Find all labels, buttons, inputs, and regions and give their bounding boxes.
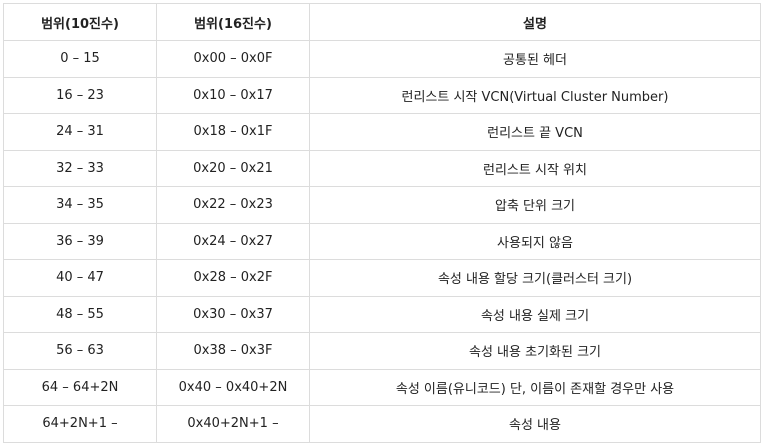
table-body: 0 – 15 0x00 – 0x0F 공통된 헤더 16 – 23 0x10 –…	[3, 40, 761, 443]
cell-range-decimal: 48 – 55	[3, 295, 157, 333]
attribute-table-container: 범위(10진수) 범위(16진수) 설명 0 – 15 0x00 – 0x0F …	[3, 3, 761, 443]
table-row: 64 – 64+2N 0x40 – 0x40+2N 속성 이름(유니코드) 단,…	[3, 368, 761, 406]
table-row: 0 – 15 0x00 – 0x0F 공통된 헤더	[3, 40, 761, 78]
cell-range-decimal: 64 – 64+2N	[3, 368, 157, 406]
header-range-hex: 범위(16진수)	[156, 3, 310, 41]
table-row: 56 – 63 0x38 – 0x3F 속성 내용 초기화된 크기	[3, 332, 761, 370]
cell-description: 런리스트 끝 VCN	[309, 113, 761, 151]
header-description: 설명	[309, 3, 761, 41]
table-row: 48 – 55 0x30 – 0x37 속성 내용 실제 크기	[3, 295, 761, 333]
cell-range-decimal: 56 – 63	[3, 332, 157, 370]
table-row: 16 – 23 0x10 – 0x17 런리스트 시작 VCN(Virtual …	[3, 76, 761, 114]
cell-description: 속성 내용	[309, 405, 761, 443]
cell-range-hex: 0x24 – 0x27	[156, 222, 310, 260]
cell-range-decimal: 16 – 23	[3, 76, 157, 114]
cell-range-hex: 0x28 – 0x2F	[156, 259, 310, 297]
cell-range-decimal: 34 – 35	[3, 186, 157, 224]
cell-range-decimal: 64+2N+1 –	[3, 405, 157, 443]
table-row: 36 – 39 0x24 – 0x27 사용되지 않음	[3, 222, 761, 260]
cell-description: 런리스트 시작 위치	[309, 149, 761, 187]
cell-description: 사용되지 않음	[309, 222, 761, 260]
cell-range-hex: 0x00 – 0x0F	[156, 40, 310, 78]
attribute-table: 범위(10진수) 범위(16진수) 설명 0 – 15 0x00 – 0x0F …	[3, 3, 761, 443]
table-row: 24 – 31 0x18 – 0x1F 런리스트 끝 VCN	[3, 113, 761, 151]
table-row: 40 – 47 0x28 – 0x2F 속성 내용 할당 크기(클러스터 크기)	[3, 259, 761, 297]
cell-range-hex: 0x30 – 0x37	[156, 295, 310, 333]
cell-range-hex: 0x22 – 0x23	[156, 186, 310, 224]
cell-range-decimal: 40 – 47	[3, 259, 157, 297]
cell-range-hex: 0x10 – 0x17	[156, 76, 310, 114]
table-row: 34 – 35 0x22 – 0x23 압축 단위 크기	[3, 186, 761, 224]
cell-description: 속성 내용 할당 크기(클러스터 크기)	[309, 259, 761, 297]
cell-range-hex: 0x20 – 0x21	[156, 149, 310, 187]
header-range-decimal: 범위(10진수)	[3, 3, 157, 41]
cell-description: 속성 이름(유니코드) 단, 이름이 존재할 경우만 사용	[309, 368, 761, 406]
cell-range-decimal: 24 – 31	[3, 113, 157, 151]
cell-description: 런리스트 시작 VCN(Virtual Cluster Number)	[309, 76, 761, 114]
table-row: 32 – 33 0x20 – 0x21 런리스트 시작 위치	[3, 149, 761, 187]
cell-range-hex: 0x18 – 0x1F	[156, 113, 310, 151]
cell-range-hex: 0x40+2N+1 –	[156, 405, 310, 443]
cell-description: 압축 단위 크기	[309, 186, 761, 224]
cell-range-hex: 0x38 – 0x3F	[156, 332, 310, 370]
table-row: 64+2N+1 – 0x40+2N+1 – 속성 내용	[3, 405, 761, 443]
cell-range-decimal: 0 – 15	[3, 40, 157, 78]
cell-description: 속성 내용 실제 크기	[309, 295, 761, 333]
table-header: 범위(10진수) 범위(16진수) 설명	[3, 3, 761, 41]
header-row: 범위(10진수) 범위(16진수) 설명	[3, 3, 761, 41]
cell-range-decimal: 32 – 33	[3, 149, 157, 187]
cell-range-decimal: 36 – 39	[3, 222, 157, 260]
cell-description: 속성 내용 초기화된 크기	[309, 332, 761, 370]
cell-range-hex: 0x40 – 0x40+2N	[156, 368, 310, 406]
cell-description: 공통된 헤더	[309, 40, 761, 78]
